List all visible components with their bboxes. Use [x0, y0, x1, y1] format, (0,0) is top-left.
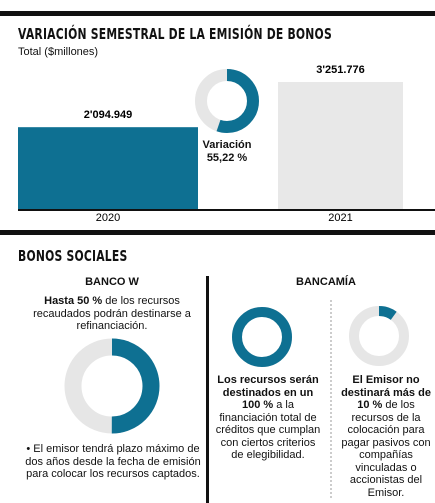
category-label: 2021 [328, 212, 352, 224]
bar-value-label: 3'251.776 [316, 64, 365, 76]
title: VARIACIÓN SEMESTRAL DE LA EMISIÓN DE BON… [18, 25, 332, 43]
donut-arc [64, 338, 160, 434]
bar-value-label: 2'094.949 [84, 109, 133, 121]
text: a la financiación total de créditos que … [215, 399, 321, 461]
donut-arc [232, 307, 292, 367]
bar [18, 127, 198, 209]
category-label: 2020 [96, 212, 120, 224]
paragraph: El Emisor no destinará más de 10 % de lo… [338, 374, 434, 499]
text: de los recursos de la colocación para pa… [341, 399, 431, 499]
variation-value: 55,22 % [206, 152, 248, 164]
bank-name: BANCO W [85, 276, 139, 288]
donut-track [349, 306, 409, 366]
bar [278, 82, 403, 209]
donut-arc [349, 306, 409, 366]
paragraph: Hasta 50 % de los recursos recaudados po… [17, 295, 207, 333]
variation-label: Variación [202, 139, 252, 151]
subtitle: Total ($millones) [18, 46, 99, 58]
bold-text: Hasta 50 % [44, 295, 103, 307]
top-rule [0, 11, 435, 16]
donut-arc [195, 69, 259, 133]
section-title: BONOS SOCIALES [18, 247, 128, 265]
note: • El emisor tendrá plazo máximo de dos a… [25, 443, 201, 480]
bold-text: Los recursos serán destinados en un 100 … [217, 374, 319, 411]
section-rule [0, 230, 435, 235]
text: de los recursos recaudados podrán destin… [33, 295, 191, 332]
bold-text: El Emisor no destinará más de 10 % [341, 374, 431, 411]
baseline [18, 209, 435, 211]
paragraph: Los recursos serán destinados en un 100 … [214, 374, 322, 462]
vertical-divider [206, 276, 209, 503]
bank-name: BANCAMÍA [296, 276, 356, 288]
